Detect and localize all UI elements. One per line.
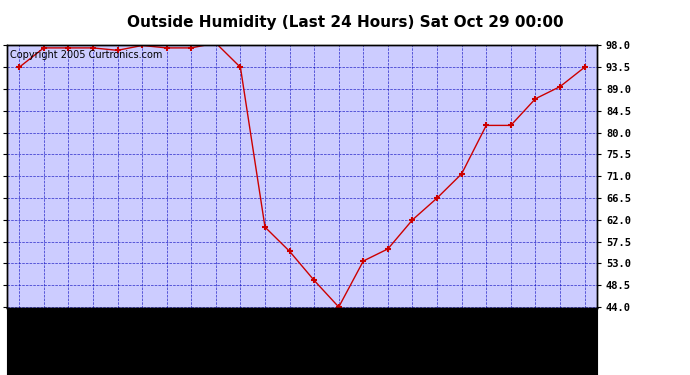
- Text: Copyright 2005 Curtronics.com: Copyright 2005 Curtronics.com: [10, 50, 162, 60]
- Text: Outside Humidity (Last 24 Hours) Sat Oct 29 00:00: Outside Humidity (Last 24 Hours) Sat Oct…: [127, 15, 563, 30]
